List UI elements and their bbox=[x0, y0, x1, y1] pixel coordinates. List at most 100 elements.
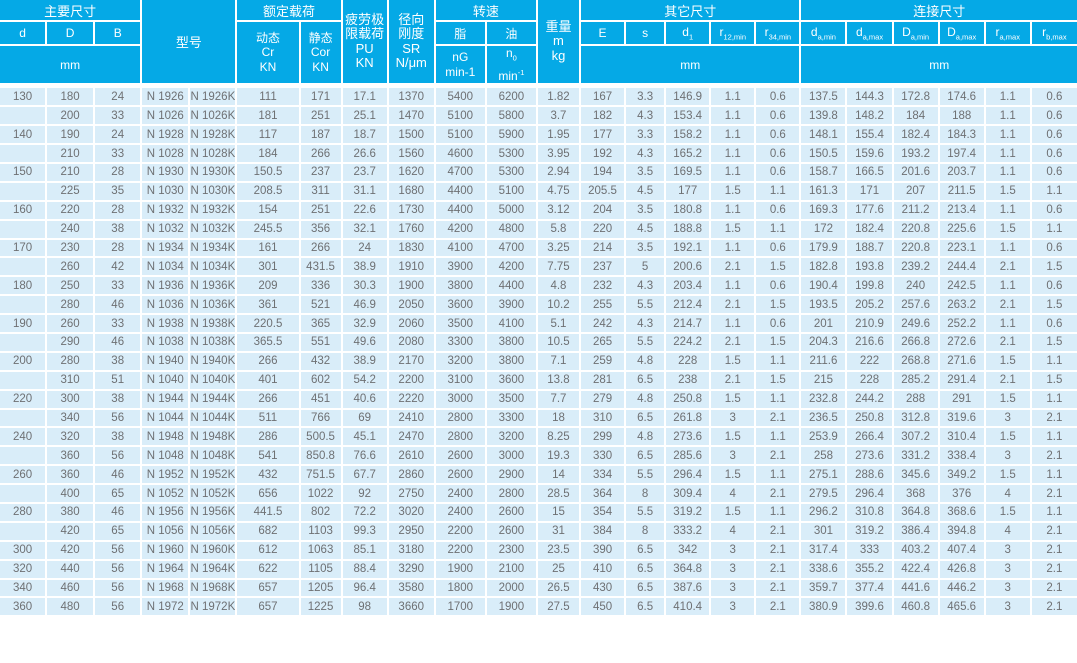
table-cell: 2100 bbox=[484, 558, 538, 580]
table-cell: 0.6 bbox=[1029, 313, 1077, 334]
table-cell: 192 bbox=[578, 143, 627, 164]
table-cell: 6.5 bbox=[624, 407, 667, 429]
table-cell: 5100 bbox=[433, 124, 487, 146]
table-cell: 441.5 bbox=[235, 501, 301, 523]
table-cell: N 1940K bbox=[188, 350, 238, 372]
table-cell: 1.1 bbox=[709, 143, 757, 164]
table-cell: N 1936 bbox=[140, 275, 191, 297]
table-cell: 266 bbox=[298, 237, 343, 259]
table-cell: 1.5 bbox=[709, 501, 757, 523]
table-cell: 172 bbox=[799, 218, 848, 240]
table-cell: 2900 bbox=[484, 464, 538, 486]
table-cell: 210.9 bbox=[845, 313, 894, 334]
table-cell: 220.8 bbox=[891, 237, 940, 259]
table-cell: N 1932 bbox=[140, 199, 191, 221]
table-cell: 280 bbox=[45, 294, 96, 316]
table-cell: 460.8 bbox=[891, 596, 940, 618]
table-cell: 420 bbox=[45, 539, 96, 561]
table-cell: 33 bbox=[93, 143, 143, 164]
table-cell: 319.6 bbox=[937, 407, 986, 429]
table-cell: 42 bbox=[93, 256, 143, 278]
table-cell: 5800 bbox=[484, 105, 538, 127]
table-cell: 4 bbox=[709, 483, 757, 504]
table-cell: 361 bbox=[235, 294, 301, 316]
table-row: 280 380 46 N 1956 N 1956K 441.5 802 72.2 3020 240… bbox=[0, 501, 1077, 523]
table-cell: 3600 bbox=[433, 294, 487, 316]
table-cell: 159.6 bbox=[845, 143, 894, 164]
table-cell: 511 bbox=[235, 407, 301, 429]
table-cell: 35 bbox=[93, 180, 143, 202]
table-cell: 179.9 bbox=[799, 237, 848, 259]
table-cell: 272.6 bbox=[937, 331, 986, 353]
table-cell: 5.8 bbox=[535, 218, 582, 240]
table-cell: 193.8 bbox=[845, 256, 894, 278]
table-cell: 177 bbox=[578, 124, 627, 146]
table-row: 200 33 N 1026 N 1026K 181 251 25.1 1470 5100 5800… bbox=[0, 105, 1077, 127]
table-row: 360 480 56 N 1972 N 1972K 657 1225 98 3660 1700 19… bbox=[0, 596, 1077, 618]
table-cell: 2600 bbox=[484, 501, 538, 523]
table-cell: 751.5 bbox=[298, 464, 343, 486]
table-cell: 1022 bbox=[298, 483, 343, 504]
col-header-d1: d1 bbox=[664, 20, 712, 46]
table-cell: N 1044 bbox=[140, 407, 191, 429]
table-cell: 365 bbox=[298, 313, 343, 334]
table-cell: 228 bbox=[664, 350, 712, 372]
table-cell: 257.6 bbox=[891, 294, 940, 316]
table-cell: 3.7 bbox=[535, 105, 582, 127]
table-cell: 208.5 bbox=[235, 180, 301, 202]
table-cell: 622 bbox=[235, 558, 301, 580]
table-cell: 76.6 bbox=[340, 445, 389, 467]
table-cell: 1.1 bbox=[754, 464, 802, 486]
table-cell: 1.5 bbox=[1029, 294, 1077, 316]
table-cell: 850.8 bbox=[298, 445, 343, 467]
table-cell: 2.1 bbox=[983, 331, 1032, 353]
table-cell: 2.1 bbox=[754, 596, 802, 618]
table-cell: 46 bbox=[93, 501, 143, 523]
table-cell: 24 bbox=[340, 237, 389, 259]
table-cell: 426.8 bbox=[937, 558, 986, 580]
table-cell: 2170 bbox=[386, 350, 436, 372]
table-cell: 169.3 bbox=[799, 199, 848, 221]
table-cell: 6.5 bbox=[624, 539, 667, 561]
table-cell: 2470 bbox=[386, 426, 436, 448]
table-cell: 15 bbox=[535, 501, 582, 523]
table-cell: 4700 bbox=[484, 237, 538, 259]
table-cell: 4100 bbox=[484, 313, 538, 334]
table-cell: 465.6 bbox=[937, 596, 986, 618]
table-cell: 399.6 bbox=[845, 596, 894, 618]
table-cell: 51 bbox=[93, 369, 143, 391]
table-cell: 240 bbox=[45, 218, 96, 240]
table-cell: 6.5 bbox=[624, 596, 667, 618]
table-cell: 300 bbox=[0, 539, 48, 561]
table-cell: 1.1 bbox=[1029, 218, 1077, 240]
table-cell: 207 bbox=[891, 180, 940, 202]
table-cell: N 1972 bbox=[140, 596, 191, 618]
table-cell: 28 bbox=[93, 237, 143, 259]
table-cell: 200.6 bbox=[664, 256, 712, 278]
table-cell: 1.1 bbox=[983, 83, 1032, 108]
table-cell: 30.3 bbox=[340, 275, 389, 297]
table-header: 主要尺寸 型号 额定载荷 疲劳极 限载荷 PU KN 径向 刚度 SR N/μm… bbox=[0, 0, 1077, 87]
table-cell: 450 bbox=[578, 596, 627, 618]
table-cell: 209 bbox=[235, 275, 301, 297]
table-cell: 360 bbox=[45, 445, 96, 467]
table-cell: 1.5 bbox=[754, 331, 802, 353]
table-cell: 4.3 bbox=[624, 275, 667, 297]
table-cell: N 1938 bbox=[140, 313, 191, 334]
table-cell: 360 bbox=[45, 464, 96, 486]
table-cell: 2800 bbox=[433, 407, 487, 429]
table-cell: 7.75 bbox=[535, 256, 582, 278]
table-cell: 5 bbox=[624, 256, 667, 278]
table-cell: 46 bbox=[93, 294, 143, 316]
table-cell: 291.4 bbox=[937, 369, 986, 391]
table-body: 130 180 24 N 1926 N 1926K 111 171 17.1 1370 5400 6… bbox=[0, 83, 1077, 618]
table-cell: 288 bbox=[891, 388, 940, 410]
table-cell: 255 bbox=[578, 294, 627, 316]
table-cell: 139.8 bbox=[799, 105, 848, 127]
table-cell: 521 bbox=[298, 294, 343, 316]
table-cell: 1.5 bbox=[754, 294, 802, 316]
table-cell: 148.1 bbox=[799, 124, 848, 146]
table-cell: 160 bbox=[0, 199, 48, 221]
table-cell: 441.6 bbox=[891, 577, 940, 599]
table-cell: 336 bbox=[298, 275, 343, 297]
